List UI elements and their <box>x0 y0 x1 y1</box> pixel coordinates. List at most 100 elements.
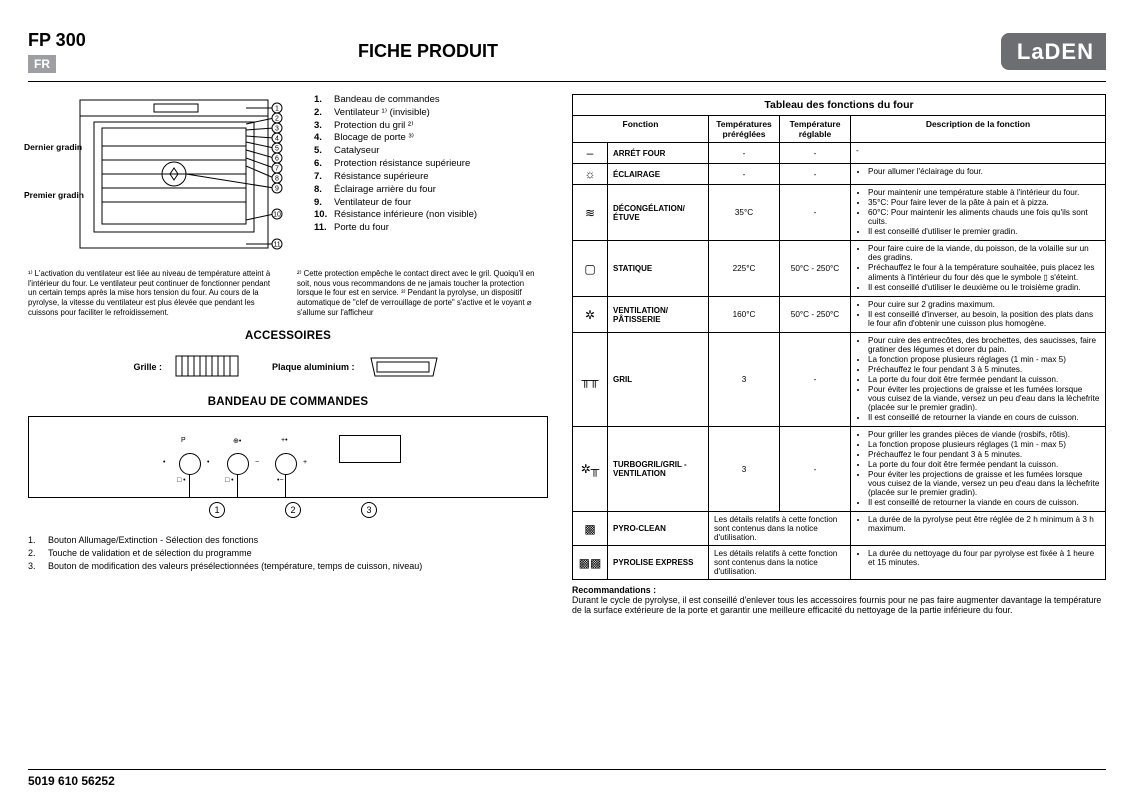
svg-text:2: 2 <box>275 116 279 123</box>
svg-text:5: 5 <box>275 146 279 153</box>
legend-item: 5.Catalyseur <box>314 145 477 158</box>
fn-desc: Pour griller les grandes pièces de viand… <box>851 427 1106 512</box>
knob-2 <box>227 453 249 475</box>
svg-text:4: 4 <box>275 136 279 143</box>
fn-pre: 3 <box>709 333 780 427</box>
legend-item: 2.Ventilateur ¹⁾ (invisible) <box>314 107 477 120</box>
legend-item: 4.Blocage de porte ³⁾ <box>314 132 477 145</box>
th-reg: Température réglable <box>780 116 851 143</box>
panel-list-item: 2.Touche de validation et de sélection d… <box>28 547 548 560</box>
table-row: ▩▩PYROLISE EXPRESSLes détails relatifs à… <box>573 546 1106 580</box>
fn-icon: ☼ <box>573 164 608 185</box>
fn-name: DÉCONGÉLATION/ ÉTUVE <box>608 185 709 241</box>
table-row: ▩PYRO-CLEANLes détails relatifs à cette … <box>573 512 1106 546</box>
fn-reg: - <box>780 427 851 512</box>
fn-desc: Pour faire cuire de la viande, du poisso… <box>851 241 1106 297</box>
accessory-label-2: Plaque aluminium : <box>272 362 355 372</box>
panel-list: 1.Bouton Allumage/Extinction - Sélection… <box>28 534 548 573</box>
th-pre: Températures préréglées <box>709 116 780 143</box>
ref-3: 3 <box>361 502 377 518</box>
footnotes: ¹⁾ L'activation du ventilateur est liée … <box>28 269 548 318</box>
panel-refs: 1 2 3 <box>128 502 458 518</box>
fn-reg: 50°C - 250°C <box>780 297 851 333</box>
legend-item: 6.Protection résistance supérieure <box>314 158 477 171</box>
functions-table: Tableau des fonctions du four Fonction T… <box>572 94 1106 580</box>
svg-text:3: 3 <box>275 126 279 133</box>
fn-pre: - <box>709 164 780 185</box>
fn-pre: 225°C <box>709 241 780 297</box>
fn-icon: ▩ <box>573 512 608 546</box>
svg-text:11: 11 <box>273 242 280 249</box>
lang-badge: FR <box>28 55 56 73</box>
oven-diagram: 1 2 3 4 5 6 7 8 9 10 11 <box>74 94 304 259</box>
header: FP 300 FR FICHE PRODUIT LaDEN <box>28 30 1106 73</box>
legend-item: 9.Ventilateur de four <box>314 197 477 210</box>
fn-icon: ≋ <box>573 185 608 241</box>
th-desc: Description de la fonction <box>851 116 1106 143</box>
svg-text:8: 8 <box>275 176 279 183</box>
model-code: FP 300 <box>28 30 98 51</box>
fn-name: PYRO-CLEAN <box>608 512 709 546</box>
panel-list-item: 3.Bouton de modification des valeurs pré… <box>28 560 548 573</box>
page-title: FICHE PRODUIT <box>358 41 498 62</box>
legend-item: 7.Résistance supérieure <box>314 171 477 184</box>
oven-legend: 1.Bandeau de commandes2.Ventilateur ¹⁾ (… <box>314 94 477 259</box>
grille-icon <box>172 350 242 384</box>
divider <box>28 81 1106 82</box>
fn-reg: - <box>780 143 851 164</box>
fn-name: VENTILATION/ PÂTISSERIE <box>608 297 709 333</box>
recommendations: Recommandations : Durant le cycle de pyr… <box>572 585 1106 615</box>
model-area: FP 300 FR <box>28 30 98 73</box>
reco-text: Durant le cycle de pyrolyse, il est cons… <box>572 595 1101 615</box>
tray-icon <box>365 350 443 384</box>
table-row: ╥╥GRIL3-Pour cuire des entrecôtes, des b… <box>573 333 1106 427</box>
fn-reg: - <box>780 185 851 241</box>
fn-icon: ▩▩ <box>573 546 608 580</box>
legend-item: 8.Éclairage arrière du four <box>314 184 477 197</box>
svg-text:1: 1 <box>275 106 279 113</box>
footer-code: 5019 610 56252 <box>28 769 1106 788</box>
th-fonction: Fonction <box>573 116 709 143</box>
footnote-1: ¹⁾ L'activation du ventilateur est liée … <box>28 269 279 318</box>
fn-pre: 35°C <box>709 185 780 241</box>
legend-item: 1.Bandeau de commandes <box>314 94 477 107</box>
fn-desc: - <box>851 143 1106 164</box>
table-row: ☼ÉCLAIRAGE--Pour allumer l'éclairage du … <box>573 164 1106 185</box>
table-row: ≋DÉCONGÉLATION/ ÉTUVE35°C-Pour maintenir… <box>573 185 1106 241</box>
fn-name: STATIQUE <box>608 241 709 297</box>
fn-pre: 3 <box>709 427 780 512</box>
side-label-top: Dernier gradin <box>24 142 82 152</box>
svg-text:7: 7 <box>275 166 279 173</box>
table-row: ▢STATIQUE225°C50°C - 250°CPour faire cui… <box>573 241 1106 297</box>
accessories-row: Grille : Plaque aluminium : <box>28 350 548 384</box>
fn-icon: ▢ <box>573 241 608 297</box>
brand-logo-area: LaDEN <box>1001 39 1106 65</box>
side-label-bottom: Premier gradin <box>24 190 84 200</box>
display-icon <box>339 435 401 463</box>
table-row: ✲VENTILATION/ PÂTISSERIE160°C50°C - 250°… <box>573 297 1106 333</box>
panel-heading: BANDEAU DE COMMANDES <box>28 396 548 408</box>
legend-item: 11.Porte du four <box>314 222 477 235</box>
svg-text:9: 9 <box>275 186 279 193</box>
table-row: –Arrét four--- <box>573 143 1106 164</box>
fn-reg: - <box>780 164 851 185</box>
footnote-2: ²⁾ Cette protection empêche le contact d… <box>297 269 548 318</box>
panel-list-item: 1.Bouton Allumage/Extinction - Sélection… <box>28 534 548 547</box>
table-row: ✲╥TURBOGRIL/GRIL - VENTILATION3-Pour gri… <box>573 427 1106 512</box>
fn-icon: ✲ <box>573 297 608 333</box>
fn-reg: 50°C - 250°C <box>780 241 851 297</box>
knob-3 <box>275 453 297 475</box>
svg-text:6: 6 <box>275 156 279 163</box>
accessory-label-1: Grille : <box>133 362 162 372</box>
fn-desc: Pour allumer l'éclairage du four. <box>851 164 1106 185</box>
brand-logo: LaDEN <box>1001 33 1106 70</box>
fn-icon: ✲╥ <box>573 427 608 512</box>
control-panel-diagram: P ⊕• +• □ • □ • •− • • − + <box>28 416 548 498</box>
ref-1: 1 <box>209 502 225 518</box>
knob-1 <box>179 453 201 475</box>
fn-name: ÉCLAIRAGE <box>608 164 709 185</box>
fn-icon: – <box>573 143 608 164</box>
fn-name: GRIL <box>608 333 709 427</box>
accessories-heading: ACCESSOIRES <box>28 330 548 342</box>
table-title: Tableau des fonctions du four <box>573 95 1106 116</box>
